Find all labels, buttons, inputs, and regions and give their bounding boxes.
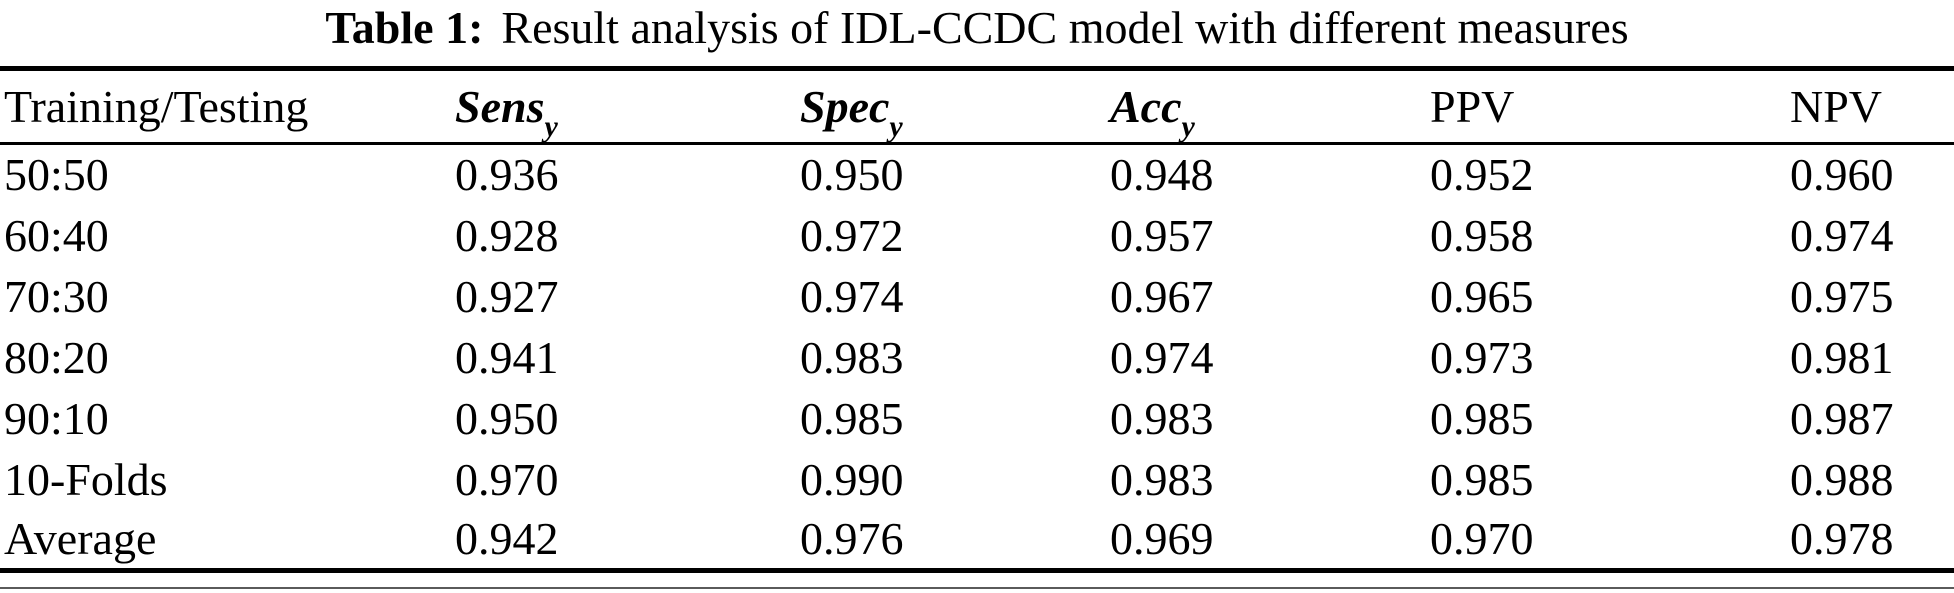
column-header-specificity: Specy: [800, 69, 1110, 144]
header-row: Training/Testing Sensy Specy Accy PPV NP…: [0, 69, 1954, 144]
table-cell: 0.967: [1110, 270, 1214, 322]
table-cell: 0.983: [800, 331, 904, 383]
table-row: 70:30 0.927 0.974 0.967 0.965 0.975: [0, 266, 1954, 327]
table-bottom-rule: [0, 587, 1954, 589]
table-cell: 0.981: [1790, 331, 1894, 383]
column-header-label: NPV: [1790, 81, 1883, 132]
table-cell: 0.970: [1430, 513, 1534, 565]
table-row: 60:40 0.928 0.972 0.957 0.958 0.974: [0, 205, 1954, 266]
table-cell: 0.958: [1430, 209, 1534, 261]
table-cell: 0.974: [800, 270, 904, 322]
row-label: 10-Folds: [4, 453, 168, 505]
table-cell: 0.985: [800, 392, 904, 444]
column-header-label: Sens: [455, 81, 545, 132]
table-row: 50:50 0.936 0.950 0.948 0.952 0.960: [0, 144, 1954, 205]
row-label: 90:10: [4, 392, 109, 444]
table-caption-text: Result analysis of IDL-CCDC model with d…: [501, 1, 1629, 53]
table-cell: 0.965: [1430, 270, 1534, 322]
column-header-training-testing: Training/Testing: [0, 69, 455, 144]
table-cell: 0.988: [1790, 453, 1894, 505]
table-cell: 0.983: [1110, 392, 1214, 444]
column-header-label: Acc: [1110, 81, 1182, 132]
column-header-npv: NPV: [1790, 69, 1954, 144]
table-row: 90:10 0.950 0.985 0.983 0.985 0.987: [0, 388, 1954, 449]
column-header-subscript: y: [1181, 110, 1195, 143]
table-cell: 0.950: [800, 149, 904, 201]
table-cell: 0.936: [455, 149, 559, 201]
column-header-subscript: y: [889, 110, 903, 143]
table-cell: 0.948: [1110, 149, 1214, 201]
table-cell: 0.960: [1790, 149, 1894, 201]
table-cell: 0.990: [800, 453, 904, 505]
row-label: 50:50: [4, 149, 109, 201]
table-cell: 0.970: [455, 453, 559, 505]
table-cell: 0.974: [1110, 331, 1214, 383]
results-table: Training/Testing Sensy Specy Accy PPV NP…: [0, 66, 1954, 573]
table-cell: 0.941: [455, 331, 559, 383]
row-label: Average: [4, 513, 157, 565]
column-header-accuracy: Accy: [1110, 69, 1430, 144]
row-label: 60:40: [4, 209, 109, 261]
column-header-label: PPV: [1430, 81, 1515, 132]
table-cell: 0.978: [1790, 513, 1894, 565]
column-header-label: Training/Testing: [4, 81, 309, 132]
table-cell: 0.950: [455, 392, 559, 444]
table-row: 80:20 0.941 0.983 0.974 0.973 0.981: [0, 327, 1954, 388]
table-cell: 0.985: [1430, 453, 1534, 505]
table-cell: 0.987: [1790, 392, 1894, 444]
row-label: 80:20: [4, 331, 109, 383]
table-cell: 0.973: [1430, 331, 1534, 383]
table-row: Average 0.942 0.976 0.969 0.970 0.978: [0, 510, 1954, 571]
table-cell: 0.952: [1430, 149, 1534, 201]
column-header-sensitivity: Sensy: [455, 69, 800, 144]
column-header-subscript: y: [544, 110, 558, 143]
column-header-label: Spec: [800, 81, 890, 132]
table-cell: 0.974: [1790, 209, 1894, 261]
table-cell: 0.983: [1110, 453, 1214, 505]
row-label: 70:30: [4, 270, 109, 322]
table-cell: 0.969: [1110, 513, 1214, 565]
table-row: 10-Folds 0.970 0.990 0.983 0.985 0.988: [0, 449, 1954, 510]
table-caption-label: Table 1:: [325, 1, 484, 53]
table-cell: 0.927: [455, 270, 559, 322]
table-cell: 0.985: [1430, 392, 1534, 444]
column-header-ppv: PPV: [1430, 69, 1790, 144]
table-cell: 0.957: [1110, 209, 1214, 261]
table-cell: 0.975: [1790, 270, 1894, 322]
table-caption: Table 1: Result analysis of IDL-CCDC mod…: [0, 0, 1954, 54]
table-cell: 0.972: [800, 209, 904, 261]
table-cell: 0.942: [455, 513, 559, 565]
table-cell: 0.976: [800, 513, 904, 565]
table-cell: 0.928: [455, 209, 559, 261]
